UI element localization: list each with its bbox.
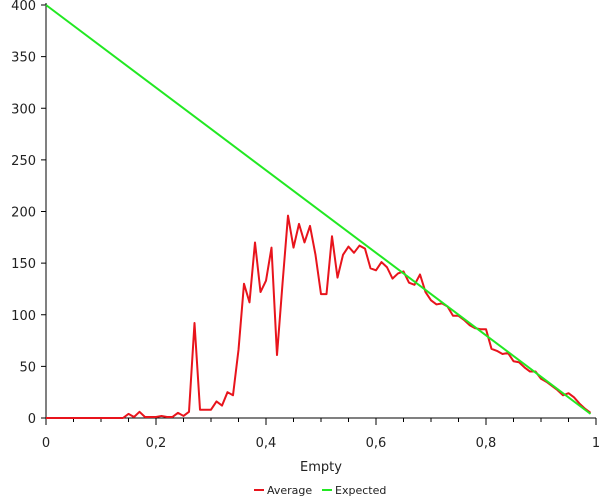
axes: 0 50 100 150 200 250 300 350 400 0 0,2 0,4 0,6 0,8 1	[11, 0, 600, 451]
x-tick-label: 0,6	[366, 436, 387, 451]
y-tick-label: 100	[11, 309, 36, 324]
x-tick-label: 0,4	[256, 436, 277, 451]
x-tick-label: 1	[592, 436, 600, 451]
x-tick-label: 0,2	[146, 436, 167, 451]
plot-area	[45, 4, 592, 419]
legend-label-average: Average	[267, 484, 312, 497]
y-tick-label: 250	[11, 154, 36, 169]
legend: Average Expected	[254, 484, 386, 497]
y-tick-label: 150	[11, 257, 36, 272]
legend-label-expected: Expected	[335, 484, 386, 497]
y-tick-label: 200	[11, 206, 36, 221]
y-tick-label: 400	[11, 0, 36, 14]
y-tick-label: 0	[28, 412, 36, 427]
series-line-expected	[45, 4, 592, 415]
x-tick-label: 0	[42, 436, 50, 451]
series-line-average	[46, 214, 592, 419]
x-tick-label: 0,8	[476, 436, 497, 451]
x-axis-title: Empty	[300, 460, 342, 475]
y-tick-label: 350	[11, 51, 36, 66]
y-tick-label: 300	[11, 102, 36, 117]
y-tick-label: 50	[19, 360, 36, 375]
